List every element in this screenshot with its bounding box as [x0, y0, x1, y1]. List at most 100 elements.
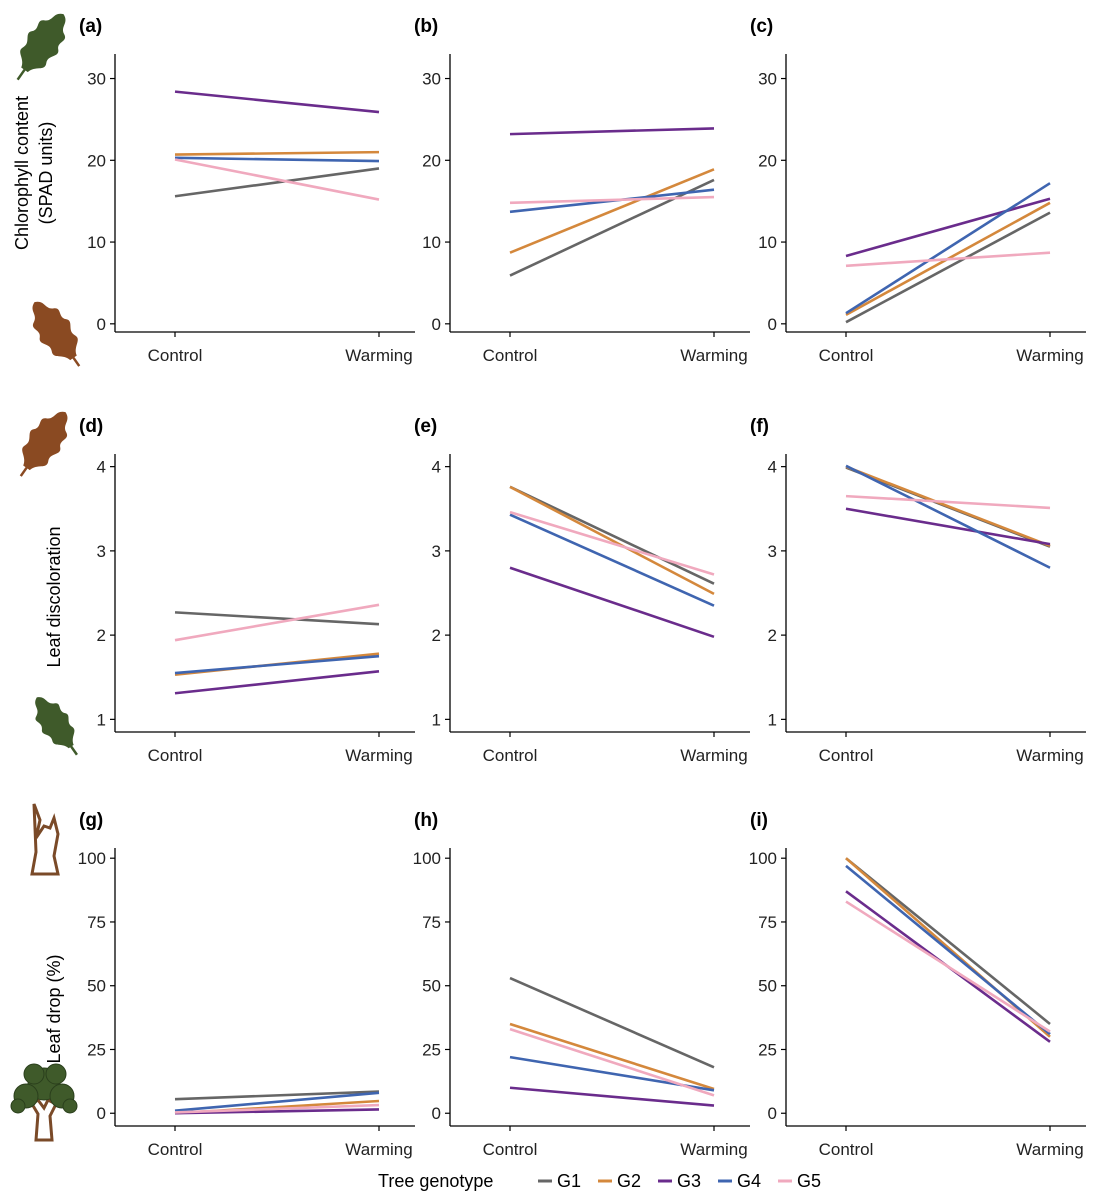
x-tick-label: Control: [483, 346, 538, 365]
panel-label: (b): [414, 16, 438, 37]
y-tick-label: 20: [758, 151, 777, 170]
brown-leaf-icon: [32, 301, 81, 367]
y-tick-label: 25: [422, 1040, 441, 1059]
legend-label-g3: G3: [677, 1171, 701, 1191]
y-tick-label: 2: [97, 626, 106, 645]
x-tick-label: Warming: [1016, 1140, 1083, 1159]
y-tick-label: 0: [97, 1104, 106, 1123]
panel-a: (a) 0 10 20 30 Control Warming: [79, 16, 415, 365]
series-line-g4: [174, 156, 380, 163]
y-tick-label: 30: [758, 70, 777, 89]
y-tick-label: 10: [87, 233, 106, 252]
y-tick-label: 30: [422, 70, 441, 89]
y-tick-label: 4: [768, 458, 777, 477]
bare-tree-icon: [30, 803, 60, 876]
panel-b: (b) 0 10 20 30 Control Warming: [414, 16, 750, 365]
y-tick-label: 3: [97, 542, 106, 561]
series-line-g3: [845, 507, 1051, 546]
y-tick-label: 0: [432, 1104, 441, 1123]
y-tick-label: 20: [87, 151, 106, 170]
y-tick-label: 50: [422, 977, 441, 996]
panel-g: (g) 0 25 50 75 100 Control Warming: [78, 810, 415, 1159]
series-line-g3: [174, 670, 380, 695]
series-line-g3: [509, 127, 715, 136]
y-tick-label: 4: [432, 458, 441, 477]
panel-h: (h) 0 25 50 75 100 Control Warming: [413, 810, 750, 1159]
panel-label: (c): [750, 16, 773, 37]
series-line-g3: [509, 1086, 715, 1107]
y-tick-label: 30: [87, 70, 106, 89]
row-titles-layer: Chlorophyll content (SPAD units) Leaf disc…: [12, 96, 64, 1064]
icons-layer: [10, 13, 81, 1142]
y-tick-label: 75: [758, 913, 777, 932]
panel-e: (e) 1 2 3 4 Control Warming: [414, 416, 750, 765]
panel-label: (h): [414, 810, 438, 831]
x-tick-label: Warming: [680, 746, 747, 765]
series-line-g1: [509, 976, 715, 1069]
y-tick-label: 1: [97, 710, 106, 729]
series-line-g4: [509, 513, 715, 607]
y-tick-label: 25: [87, 1040, 106, 1059]
panel-label: (a): [79, 16, 102, 37]
x-tick-label: Warming: [1016, 346, 1083, 365]
x-tick-label: Warming: [680, 346, 747, 365]
x-tick-label: Control: [819, 346, 874, 365]
series-line-g4: [174, 1091, 380, 1112]
series-line-g2: [509, 168, 715, 254]
series-line-g1: [845, 211, 1051, 324]
y-tick-label: 25: [758, 1040, 777, 1059]
series-line-g1: [174, 1090, 380, 1101]
series-line-g5: [509, 1027, 715, 1097]
legend-label-g4: G4: [737, 1171, 761, 1191]
y-tick-label: 0: [432, 315, 441, 334]
leafy-tree-icon: [10, 1063, 78, 1142]
panel-f: (f) 1 2 3 4 Control Warming: [750, 416, 1086, 765]
y-axis-title: Chlorophyll content: [12, 96, 32, 250]
y-tick-label: 100: [749, 849, 777, 868]
y-tick-label: 0: [768, 315, 777, 334]
legend-label-g5: G5: [797, 1171, 821, 1191]
y-tick-label: 20: [422, 151, 441, 170]
series-line-g2: [174, 150, 380, 156]
y-tick-label: 3: [432, 542, 441, 561]
series-line-g2: [509, 1022, 715, 1091]
series-line-g3: [174, 1108, 380, 1115]
series-line-g4: [845, 864, 1051, 1036]
series-line-g5: [174, 1103, 380, 1114]
panel-label: (g): [79, 810, 103, 831]
series-line-g2: [845, 465, 1051, 548]
y-axis-title: Leaf discoloration: [44, 526, 64, 667]
series-line-g5: [845, 494, 1051, 510]
y-tick-label: 1: [432, 710, 441, 729]
y-tick-label: 50: [87, 977, 106, 996]
series-line-g4: [845, 464, 1051, 569]
legend: Tree genotype G1 G2 G3 G4 G5: [378, 1171, 821, 1191]
y-tick-label: 100: [413, 849, 441, 868]
x-tick-label: Control: [819, 1140, 874, 1159]
series-line-g5: [509, 510, 715, 576]
y-tick-label: 10: [422, 233, 441, 252]
y-tick-label: 75: [87, 913, 106, 932]
series-line-g3: [845, 197, 1051, 258]
y-axis-title: Leaf drop (%): [44, 954, 64, 1063]
y-tick-label: 10: [758, 233, 777, 252]
panel-d: (d) 1 2 3 4 Control Warming: [79, 416, 415, 765]
series-line-g1: [174, 611, 380, 626]
panel-c: (c) 0 10 20 30 Control Warming: [750, 16, 1086, 365]
x-tick-label: Control: [483, 1140, 538, 1159]
series-line-g4: [174, 654, 380, 675]
series-line-g1: [845, 857, 1051, 1025]
x-tick-label: Control: [483, 746, 538, 765]
y-tick-label: 100: [78, 849, 106, 868]
panel-label: (i): [750, 810, 768, 831]
legend-label-g1: G1: [557, 1171, 581, 1191]
x-tick-label: Control: [148, 1140, 203, 1159]
series-line-g1: [509, 485, 715, 585]
x-tick-label: Control: [148, 346, 203, 365]
y-tick-label: 50: [758, 977, 777, 996]
series-line-g1: [174, 167, 380, 198]
y-tick-label: 3: [768, 542, 777, 561]
